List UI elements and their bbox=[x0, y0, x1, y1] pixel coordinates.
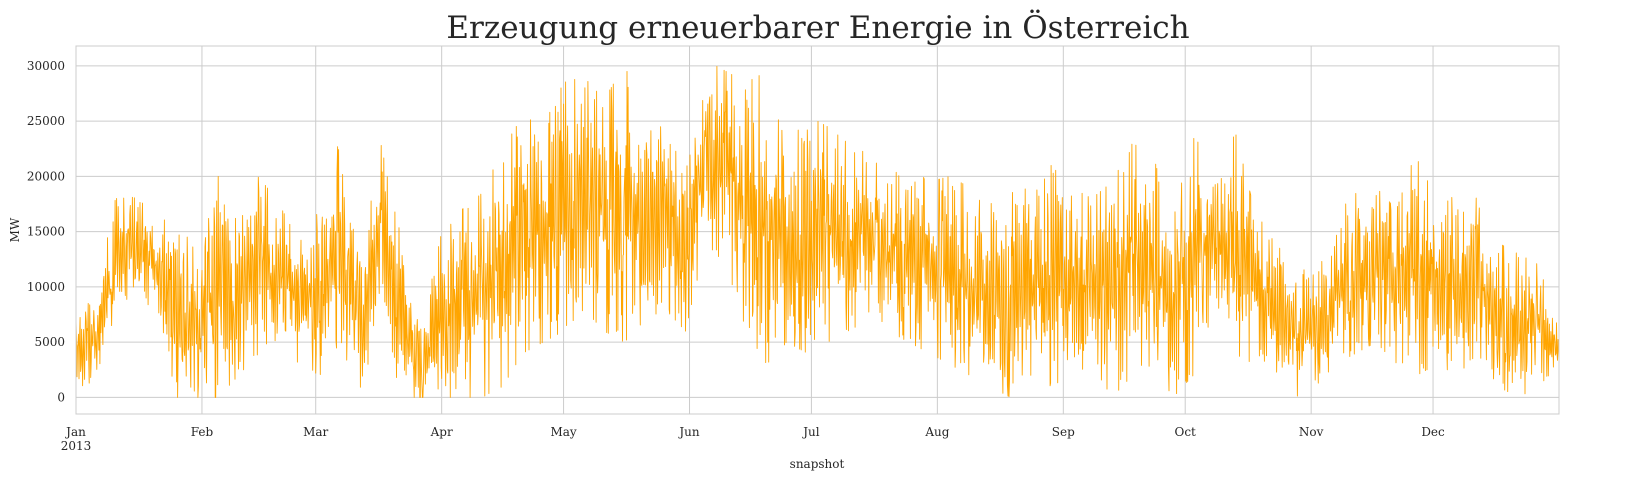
series-line-mw bbox=[75, 65, 1560, 398]
x-tick-label: Jan bbox=[64, 425, 86, 439]
x-tick-label: Apr bbox=[430, 425, 453, 439]
x-tick-label: Dec bbox=[1421, 425, 1445, 439]
series-layer bbox=[75, 65, 1560, 398]
x-tick-label: Jun bbox=[677, 425, 700, 439]
x-tick-year-label: 2013 bbox=[61, 439, 92, 453]
y-tick-label: 25000 bbox=[27, 114, 65, 128]
y-tick-label: 10000 bbox=[27, 280, 65, 294]
x-tick-label: May bbox=[550, 425, 576, 439]
x-tick-label: Feb bbox=[191, 425, 214, 439]
y-tick-label: 30000 bbox=[27, 59, 65, 73]
y-axis: 0 5000 10000 15000 20000 25000 30000 bbox=[27, 59, 65, 405]
chart-title: Erzeugung erneuerbarer Energie in Österr… bbox=[446, 8, 1189, 46]
plot-frame bbox=[75, 45, 1560, 415]
x-tick-label: Oct bbox=[1175, 425, 1197, 439]
x-tick-label: Mar bbox=[303, 425, 328, 439]
x-tick-label: Jul bbox=[801, 425, 820, 439]
x-tick-label: Sep bbox=[1052, 425, 1075, 439]
x-tick-label: Nov bbox=[1299, 425, 1324, 439]
x-tick-label: Aug bbox=[924, 425, 949, 439]
y-tick-label: 20000 bbox=[27, 169, 65, 183]
x-axis-label: snapshot bbox=[790, 457, 845, 471]
y-tick-label: 15000 bbox=[27, 225, 65, 239]
y-axis-label: MW bbox=[8, 217, 22, 242]
y-tick-label: 0 bbox=[57, 390, 65, 404]
y-tick-label: 5000 bbox=[34, 335, 65, 349]
